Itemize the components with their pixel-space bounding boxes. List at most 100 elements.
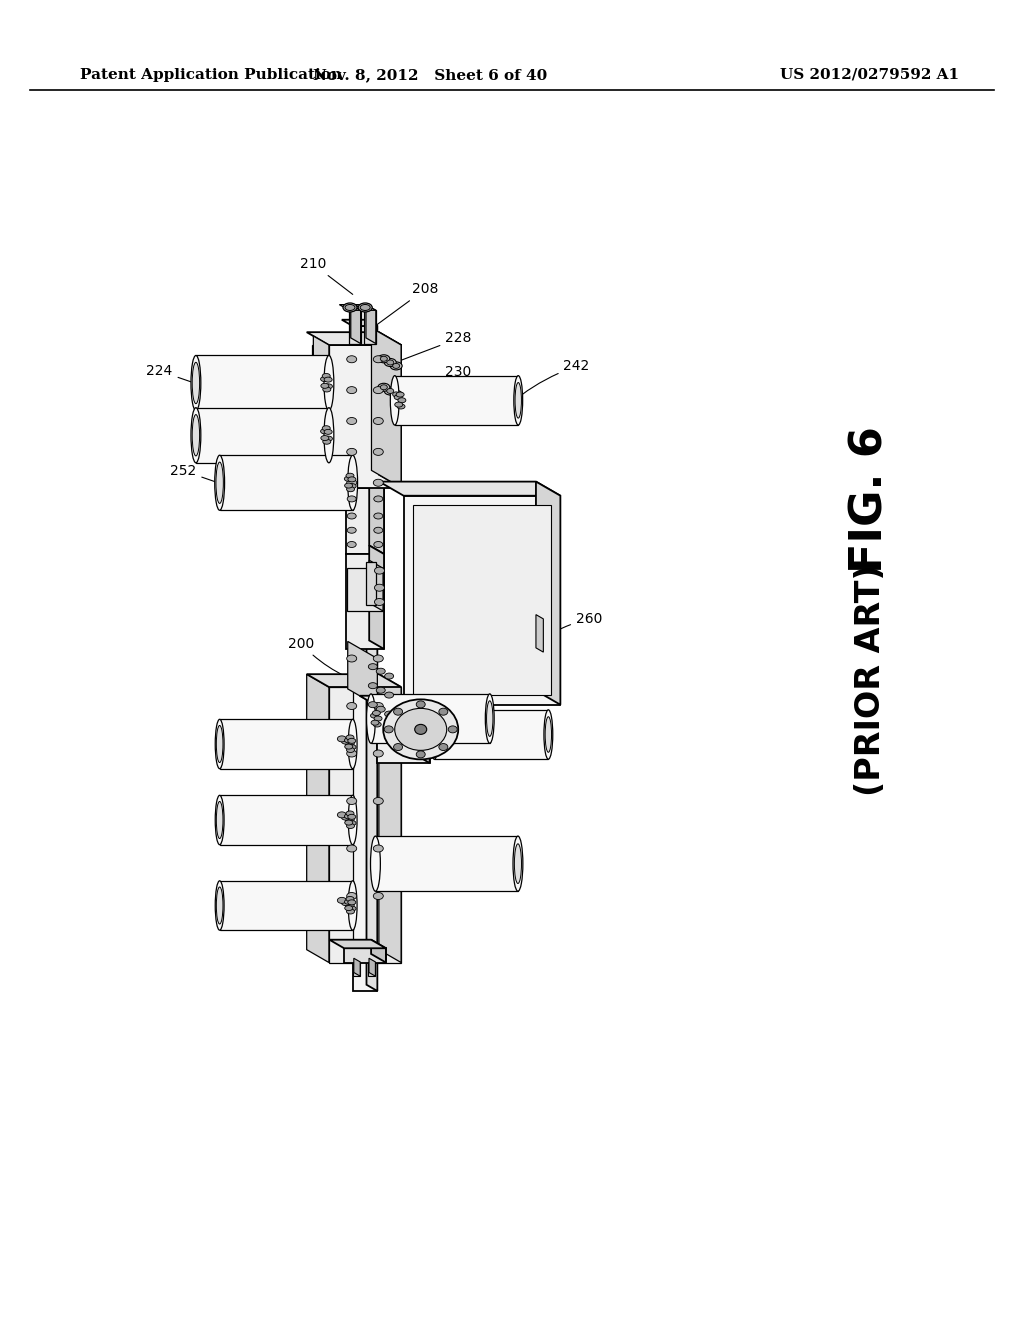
Text: 252: 252 — [170, 463, 215, 482]
Polygon shape — [370, 479, 384, 554]
Ellipse shape — [374, 479, 383, 486]
Polygon shape — [379, 333, 401, 487]
Ellipse shape — [347, 449, 356, 455]
Text: 230: 230 — [398, 364, 471, 391]
Ellipse shape — [374, 527, 383, 533]
Ellipse shape — [390, 362, 402, 370]
Polygon shape — [349, 310, 360, 343]
Polygon shape — [369, 958, 376, 977]
Text: Patent Application Publication: Patent Application Publication — [80, 69, 342, 82]
Text: 208: 208 — [374, 282, 438, 327]
Ellipse shape — [376, 688, 385, 693]
Ellipse shape — [374, 496, 383, 502]
Polygon shape — [220, 880, 352, 931]
Ellipse shape — [347, 496, 356, 502]
Polygon shape — [367, 562, 376, 605]
Ellipse shape — [416, 701, 425, 708]
Ellipse shape — [323, 387, 331, 392]
Polygon shape — [346, 487, 384, 554]
Ellipse shape — [325, 436, 333, 441]
Text: 228: 228 — [398, 331, 472, 362]
Ellipse shape — [396, 392, 404, 397]
Ellipse shape — [347, 892, 356, 899]
Ellipse shape — [390, 391, 402, 399]
Polygon shape — [196, 408, 329, 463]
Ellipse shape — [385, 673, 393, 678]
Ellipse shape — [348, 906, 356, 911]
Ellipse shape — [513, 836, 523, 891]
Ellipse shape — [439, 709, 447, 715]
Ellipse shape — [345, 483, 352, 488]
Polygon shape — [220, 719, 352, 768]
Polygon shape — [354, 305, 376, 310]
Ellipse shape — [369, 682, 377, 689]
Ellipse shape — [346, 487, 354, 492]
Polygon shape — [372, 327, 401, 487]
Ellipse shape — [347, 356, 356, 363]
Ellipse shape — [345, 744, 352, 748]
Polygon shape — [536, 615, 544, 652]
Ellipse shape — [323, 440, 331, 445]
Ellipse shape — [384, 387, 396, 395]
Ellipse shape — [430, 710, 438, 759]
Polygon shape — [367, 319, 378, 991]
Ellipse shape — [346, 909, 354, 913]
Ellipse shape — [337, 898, 346, 903]
Ellipse shape — [216, 726, 223, 763]
Ellipse shape — [375, 585, 384, 591]
Ellipse shape — [394, 709, 446, 750]
Ellipse shape — [321, 436, 329, 441]
Ellipse shape — [376, 706, 385, 713]
Text: US 2012/0279592 A1: US 2012/0279592 A1 — [780, 69, 959, 82]
Ellipse shape — [323, 374, 330, 379]
Ellipse shape — [348, 900, 355, 904]
Ellipse shape — [321, 376, 329, 381]
Polygon shape — [403, 496, 560, 705]
Polygon shape — [306, 333, 401, 345]
Text: 200: 200 — [288, 636, 345, 676]
Polygon shape — [371, 940, 386, 962]
Ellipse shape — [347, 479, 356, 486]
Ellipse shape — [341, 738, 350, 744]
Ellipse shape — [380, 384, 387, 389]
Polygon shape — [339, 305, 360, 310]
Polygon shape — [311, 345, 329, 487]
Ellipse shape — [374, 356, 383, 363]
Ellipse shape — [345, 820, 352, 825]
Ellipse shape — [348, 738, 355, 743]
Ellipse shape — [515, 383, 521, 418]
Ellipse shape — [346, 810, 354, 816]
Ellipse shape — [374, 715, 382, 721]
Ellipse shape — [321, 383, 329, 388]
Ellipse shape — [193, 414, 200, 455]
Polygon shape — [352, 326, 378, 991]
Polygon shape — [330, 940, 386, 948]
Ellipse shape — [387, 360, 394, 364]
Ellipse shape — [375, 568, 384, 574]
Ellipse shape — [346, 473, 354, 478]
Ellipse shape — [378, 383, 390, 391]
Ellipse shape — [216, 801, 223, 838]
Ellipse shape — [347, 417, 356, 425]
Ellipse shape — [374, 845, 383, 851]
Polygon shape — [306, 675, 329, 962]
Ellipse shape — [369, 702, 377, 708]
Text: FIG. 6: FIG. 6 — [849, 426, 892, 573]
Polygon shape — [329, 345, 401, 487]
Ellipse shape — [371, 721, 379, 725]
Polygon shape — [359, 696, 430, 706]
Ellipse shape — [345, 305, 355, 310]
Ellipse shape — [325, 429, 332, 434]
Ellipse shape — [394, 403, 402, 407]
Polygon shape — [379, 675, 401, 962]
Ellipse shape — [348, 719, 357, 768]
Ellipse shape — [390, 376, 399, 425]
Polygon shape — [352, 962, 360, 977]
Polygon shape — [370, 545, 384, 649]
Ellipse shape — [392, 363, 399, 368]
Ellipse shape — [347, 527, 356, 533]
Ellipse shape — [325, 378, 332, 381]
Ellipse shape — [375, 598, 384, 606]
Ellipse shape — [380, 356, 387, 362]
Ellipse shape — [416, 751, 425, 758]
